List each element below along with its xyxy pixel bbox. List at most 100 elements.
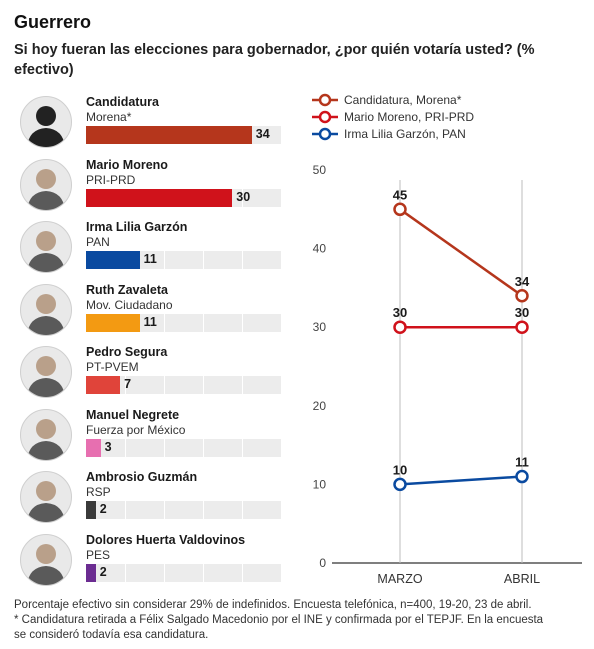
candidate-photo-icon [20,471,72,523]
data-point [515,289,529,303]
data-point [393,202,407,217]
bar [86,438,101,457]
candidate-row: Ruth Zavaleta Mov. Ciudadano 11 [14,278,284,340]
data-label: 10 [393,462,407,477]
footnote: Porcentaje efectivo sin considerar 29% d… [14,598,584,643]
x-tick-label: MARZO [377,572,422,586]
bar-gridline [203,313,204,332]
candidate-name: Manuel Negrete [86,407,180,422]
candidate-photo-icon [20,533,72,586]
candidate-photo-icon [20,158,72,211]
bar-gridline [242,188,243,207]
bar-gridline [164,438,165,457]
candidate-party: PES [86,547,111,562]
candidate-name: Pedro Segura [86,345,168,359]
bar-track: 7 [86,376,281,394]
bar-gridline [164,313,165,332]
candidate-row: Ambrosio Guzmán RSP 2 [14,465,284,527]
bar-gridline [164,563,165,582]
bar-value-label: 2 [99,564,107,579]
bar-gridline [242,313,243,332]
candidate-party: PAN [86,235,110,249]
candidate-row: Mario Moreno PRI-PRD 30 [14,153,284,215]
footnote-line-3: se consideró todavía esa candidatura. [14,629,209,641]
candidate-photo-icon [20,221,72,273]
legend-label: Mario Moreno, PRI-PRD [344,110,474,124]
bar-track: 11 [86,313,281,332]
bar-gridline [203,376,204,394]
candidate-row: Candidatura Morena* 34 [14,90,284,152]
legend-marker [318,110,332,124]
data-label: 30 [393,305,407,320]
x-tick-label: ABRIL [504,572,540,586]
bar-gridline [242,376,243,394]
data-point [515,469,529,484]
bar-value-label: 30 [236,189,251,204]
bar [86,313,140,332]
footnote-line-1: Porcentaje efectivo sin considerar 29% d… [14,599,532,611]
bar-gridline [125,376,126,394]
bar-value-label: 11 [143,252,157,266]
bar-gridline [125,563,126,582]
series-line [399,208,523,297]
bar-track: 30 [86,188,281,207]
candidate-name: Ambrosio Guzmán [86,470,198,484]
candidate-photo-icon [20,283,72,336]
y-tick-label: 10 [313,477,327,491]
legend-marker [318,127,332,141]
candidate-name: Ruth Zavaleta [86,282,168,297]
y-tick-label: 0 [319,556,326,570]
candidate-party: PRI-PRD [86,172,136,187]
candidate-row: Irma Lilia Garzón PAN 11 [14,215,284,277]
bar-gridline [242,251,243,269]
chart-question: Si hoy fueran las elecciones para gobern… [14,42,535,78]
y-tick-label: 20 [313,399,327,413]
bar-value-label: 34 [255,127,270,141]
bar-gridline [203,501,204,519]
legend-label: Candidatura, Morena* [344,93,462,107]
bar-track: 2 [86,563,281,582]
data-point [393,477,407,492]
data-label: 34 [515,274,530,289]
candidate-row: Dolores Huerta Valdovinos PES 2 [14,528,284,590]
bar-gridline [164,376,165,394]
bar-track: 34 [86,126,281,144]
data-point [515,320,529,334]
data-label: 45 [393,187,407,202]
bar [86,126,252,144]
bar-track: 11 [86,251,281,269]
data-label: 11 [515,455,529,470]
bar-value-label: 2 [99,502,107,516]
legend-label: Irma Lilia Garzón, PAN [344,127,466,141]
candidate-name: Dolores Huerta Valdovinos [86,532,246,547]
bar-value-label: 11 [143,314,157,329]
bar-gridline [203,438,204,457]
bar [86,563,96,582]
bar-gridline [203,563,204,582]
bar [86,501,96,519]
bar-gridline [242,501,243,519]
bar-gridline [242,563,243,582]
bar-track: 2 [86,501,281,519]
bar [86,376,121,394]
candidate-name: Mario Moreno [86,157,168,172]
bar-gridline [125,438,126,457]
series-line [399,475,523,486]
candidate-row: Manuel Negrete Fuerza por México 3 [14,403,284,465]
candidate-bar-chart: Candidatura Morena* 34 Mario Moreno PRI-PRD 3… [14,90,284,590]
data-point [393,320,407,334]
candidate-name: Irma Lilia Garzón [86,220,188,234]
bar-gridline [242,438,243,457]
candidate-party: RSP [86,485,111,499]
data-label: 30 [515,305,529,320]
y-tick-label: 30 [313,320,327,334]
candidate-name: Candidatura [86,95,159,109]
bar [86,251,140,269]
y-tick-label: 50 [313,163,327,177]
state-title: Guerrero [14,12,92,32]
silhouette-avatar-icon [20,96,72,148]
trend-line-chart: Candidatura, Morena* Mario Moreno, PRI-PR… [312,93,582,586]
bar [86,188,233,207]
bar-track: 3 [86,438,281,457]
bar-gridline [125,501,126,519]
